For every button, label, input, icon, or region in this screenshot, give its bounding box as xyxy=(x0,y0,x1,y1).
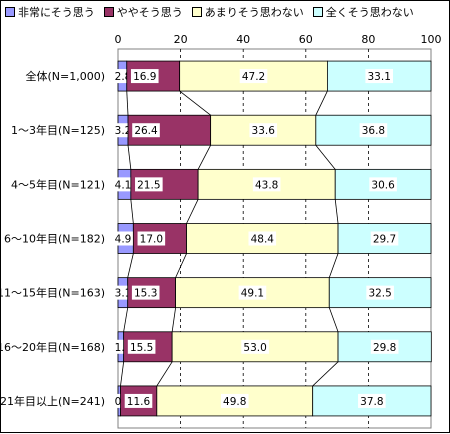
data-label: 16.9 xyxy=(133,71,156,83)
data-label: 47.2 xyxy=(242,71,265,83)
data-label: 49.1 xyxy=(241,288,264,300)
legend: 非常にそう思う ややそう思う あまりそう思わない 全くそう思わない xyxy=(5,3,445,21)
data-label: 53.0 xyxy=(243,342,266,354)
data-label: 21.5 xyxy=(137,179,160,191)
x-tick-label: 60 xyxy=(299,33,313,46)
data-label: 11.6 xyxy=(127,396,151,408)
data-label: 30.6 xyxy=(371,179,395,191)
data-label-background xyxy=(252,177,281,192)
data-label: 32.5 xyxy=(368,288,391,300)
data-label: 33.6 xyxy=(252,125,276,137)
data-label-background xyxy=(358,393,386,408)
series-line xyxy=(328,253,339,278)
data-label-background xyxy=(135,177,163,192)
data-label-background xyxy=(137,231,166,246)
data-label: 43.8 xyxy=(255,179,278,191)
series-line xyxy=(315,90,328,116)
data-label: 36.8 xyxy=(362,125,385,137)
legend-item: あまりそう思わない xyxy=(191,4,304,20)
bar-segment xyxy=(334,168,432,200)
data-label-background xyxy=(241,339,269,354)
data-label: 29.8 xyxy=(373,342,396,354)
legend-label: 非常にそう思う xyxy=(18,6,95,19)
data-label: 4.1 xyxy=(115,179,132,191)
data-label-background xyxy=(248,231,277,246)
series-line xyxy=(334,199,339,224)
legend-item: ややそう思う xyxy=(103,4,183,20)
category-label: 4～5年目(N=121) xyxy=(11,177,105,191)
data-label-background xyxy=(370,231,399,246)
legend-swatch xyxy=(103,7,114,17)
x-tick-label: 20 xyxy=(174,33,188,46)
legend-item: 全くそう思わない xyxy=(312,4,414,20)
data-label: 49.8 xyxy=(223,396,246,408)
data-label: 33.1 xyxy=(368,71,391,83)
data-label-background xyxy=(112,231,134,246)
series-line xyxy=(179,90,211,116)
data-label-background xyxy=(112,177,134,192)
series-line xyxy=(312,361,339,387)
series-line xyxy=(315,144,336,170)
data-label-background xyxy=(124,393,153,408)
x-tick-label: 100 xyxy=(421,33,442,46)
legend-item: 非常にそう思う xyxy=(5,4,95,20)
data-label-background xyxy=(369,177,397,192)
x-tick-label: 80 xyxy=(361,33,375,46)
series-line xyxy=(328,307,339,332)
x-tick-label: 0 xyxy=(115,33,122,46)
data-label-background xyxy=(359,123,388,138)
data-label-background xyxy=(132,123,160,138)
category-label: 11～15年目(N=163) xyxy=(1,286,105,300)
series-line xyxy=(127,145,132,170)
data-label: 17.0 xyxy=(140,234,163,246)
legend-label: あまりそう思わない xyxy=(204,6,304,19)
data-label-background xyxy=(249,123,278,138)
data-label-background xyxy=(131,285,160,300)
data-label-background xyxy=(239,69,268,84)
legend-label: ややそう思う xyxy=(116,6,183,19)
data-label: 4.9 xyxy=(115,234,132,246)
data-label-background xyxy=(127,339,156,354)
series-line xyxy=(130,199,134,224)
data-label: 15.5 xyxy=(130,342,153,354)
series-line xyxy=(120,361,125,386)
x-tick-label: 40 xyxy=(236,33,250,46)
data-label: 37.8 xyxy=(360,396,383,408)
series-line xyxy=(197,145,212,170)
data-label: 29.7 xyxy=(373,234,396,246)
series-line xyxy=(123,307,129,332)
data-label: 3.1 xyxy=(115,288,132,300)
data-label-background xyxy=(130,69,159,84)
legend-swatch xyxy=(191,7,202,17)
category-label: 1～3年目(N=125) xyxy=(11,123,105,137)
data-label-background xyxy=(220,393,249,408)
series-line xyxy=(156,361,173,387)
series-line xyxy=(126,91,129,116)
data-label: 15.3 xyxy=(134,288,157,300)
legend-swatch xyxy=(5,7,15,17)
series-line xyxy=(175,253,187,278)
category-label: 全体(N=1,000) xyxy=(25,69,105,83)
data-label-background xyxy=(238,285,267,300)
category-label: 6～10年目(N=182) xyxy=(4,232,105,246)
data-label-background xyxy=(366,285,394,300)
category-label: 16～20年目(N=168) xyxy=(1,340,105,354)
data-label-background xyxy=(370,339,399,354)
data-label-background xyxy=(365,69,393,84)
data-label: 48.4 xyxy=(251,234,275,246)
series-line xyxy=(127,253,134,278)
bar-segment xyxy=(328,277,432,309)
legend-swatch xyxy=(312,7,323,17)
legend-label: 全くそう思わない xyxy=(325,6,414,19)
series-line xyxy=(171,307,176,332)
series-line xyxy=(186,199,199,224)
data-label: 3.2 xyxy=(115,125,132,137)
data-label: 26.4 xyxy=(134,125,158,137)
category-label: 21年目以上(N=241) xyxy=(1,394,105,408)
